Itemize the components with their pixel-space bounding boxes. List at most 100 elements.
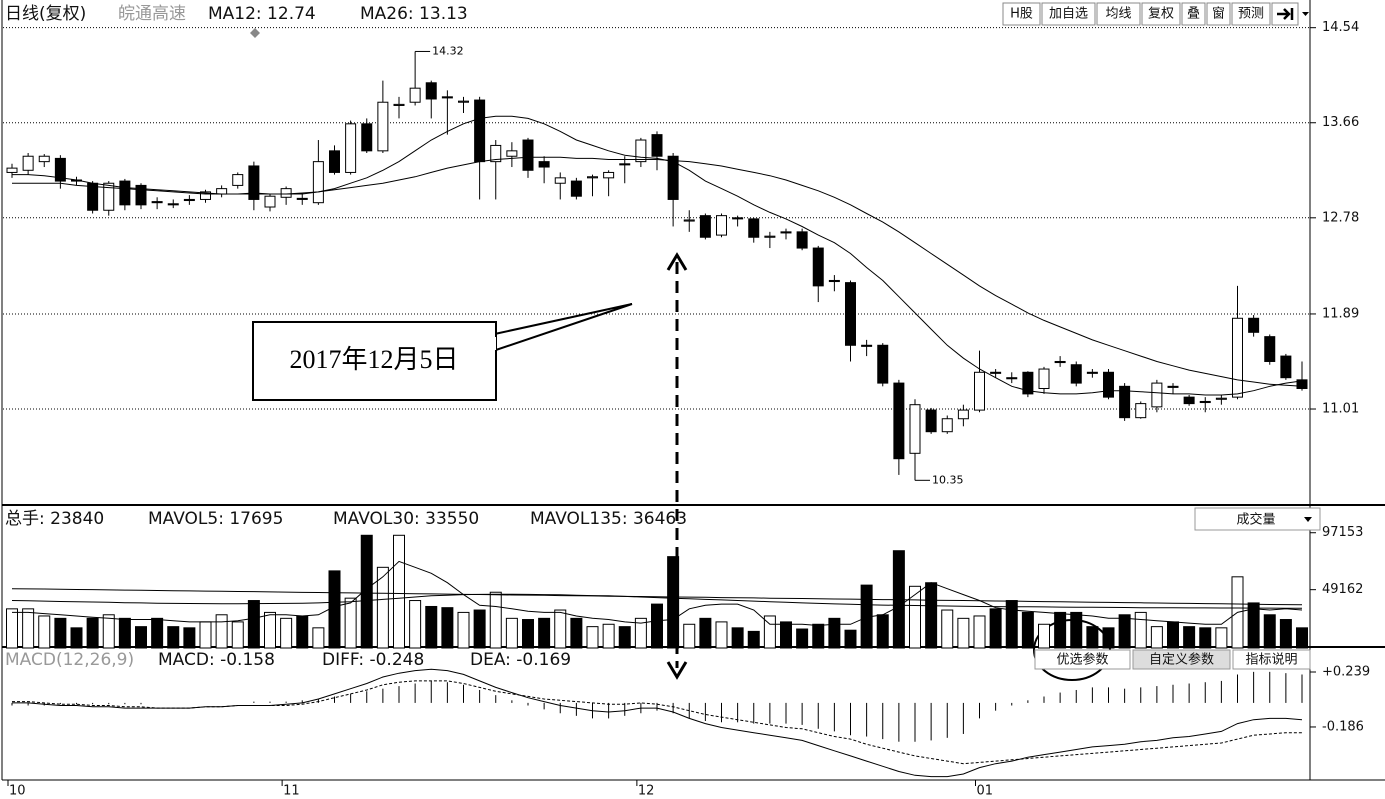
toolbar-label[interactable]: 叠 [1187,7,1200,22]
volume-bar [344,597,357,649]
button-label[interactable]: 自定义参数 [1149,652,1214,668]
candle-body [490,144,502,163]
toolbar-label[interactable]: 预测 [1238,7,1264,22]
volume-bar [586,626,599,649]
indicator-button[interactable] [1232,649,1311,670]
candle-body [425,82,437,100]
y-tick-label: 11.01 [1322,402,1359,417]
line-series [11,588,1303,606]
toolbar-button[interactable] [1002,2,1041,26]
volume-bar [973,615,986,649]
volume-bar [538,617,551,649]
volume-bar [393,534,405,649]
dropdown-label[interactable]: 成交量 [1236,512,1275,528]
volume-bar [247,600,260,649]
volume-bar [876,614,889,649]
volume-bar [1150,626,1163,649]
line-series [11,593,1302,609]
volume-bar [731,627,744,649]
candle-body [667,155,679,200]
candle-body [1248,317,1260,333]
toolbar-caret [1302,12,1309,16]
volume-bar [409,600,422,649]
candle-body [957,409,969,420]
max-label: 14.32 [432,44,464,57]
candle-body [748,218,760,238]
button-label[interactable]: 优选参数 [1056,652,1108,668]
candle-body [1199,400,1211,404]
volume-bar [264,611,276,649]
toolbar-label[interactable]: 窗 [1212,6,1225,22]
toolbar-button[interactable] [1096,2,1141,26]
candle-body [603,171,615,179]
volume-bar [1070,611,1083,649]
y-tick-label: +0.239 [1322,664,1370,679]
candle-body [990,371,1002,374]
volume-bar [715,621,728,649]
legend-entry: DEA: -0.169 [470,650,571,670]
volume-bar [909,585,921,649]
volume-title: 总手: 23840 [5,509,104,529]
toolbar-label[interactable]: 均线 [1105,7,1131,22]
candle-body [1280,355,1292,379]
candle-body [38,155,50,163]
chart-title: 日线(复权) [5,4,86,24]
candle-body [216,188,228,195]
candle-body [732,217,744,220]
toolbar-button[interactable] [1041,2,1096,26]
legend-entry: MAVOL135: 36463 [530,509,687,529]
stock-name: 皖通高速 [118,4,186,24]
toolbar-button[interactable] [1141,2,1181,26]
toolbar-label[interactable]: H股 [1010,7,1033,22]
volume-bar [618,626,631,649]
volume-bar [1279,619,1292,649]
volume-bar [1215,627,1228,649]
toolbar-button[interactable] [1231,2,1271,26]
y-tick-label: 13.66 [1322,115,1359,130]
volume-bar [54,617,67,649]
volume-bar [1247,602,1260,649]
volume-bar [1005,600,1018,649]
candle-body [345,123,357,173]
volume-bar [941,609,954,649]
toolbar-icon [1277,8,1294,20]
candle-body [925,409,937,433]
indicator-button[interactable] [1034,649,1131,670]
x-tick-label: 12 [638,784,655,799]
legend-entry: MAVOL30: 33550 [333,509,479,529]
button-label[interactable]: 指标说明 [1245,653,1297,668]
volume-bar [70,627,83,649]
callout-box [252,321,497,401]
volume-bar [22,608,35,649]
candle-body [1119,385,1131,419]
candle-body [1038,368,1050,389]
min-label: 10.35 [932,473,964,486]
toolbar-label[interactable]: 复权 [1148,6,1174,22]
volume-bar [231,621,244,649]
candle-body [54,157,66,182]
legend-entry: DIFF: -0.248 [322,650,424,670]
dropdown-caret [1304,517,1312,522]
volume-bar [328,570,341,649]
indicator-button[interactable] [1132,649,1231,670]
volume-bar [812,623,825,649]
y-tick-label: -0.186 [1322,719,1364,734]
candle-body [183,198,195,202]
toolbar-label[interactable]: 加自选 [1049,7,1088,22]
candle-body [587,176,598,179]
toolbar-button[interactable] [1181,2,1206,26]
volume-bar [989,608,1002,649]
indicator-dropdown[interactable] [1194,507,1321,531]
candle-body [1264,336,1276,362]
candle-body [683,219,695,222]
candle-body [619,163,631,166]
volume-bar [473,609,486,649]
x-tick-label: 10 [9,784,26,799]
toolbar-button[interactable] [1206,2,1231,26]
candle-body [1167,385,1179,388]
candle-body [651,134,663,157]
candle-body [248,165,260,200]
volume-bar [1183,626,1196,649]
candle-body [135,184,147,206]
volume-bar [6,608,18,649]
